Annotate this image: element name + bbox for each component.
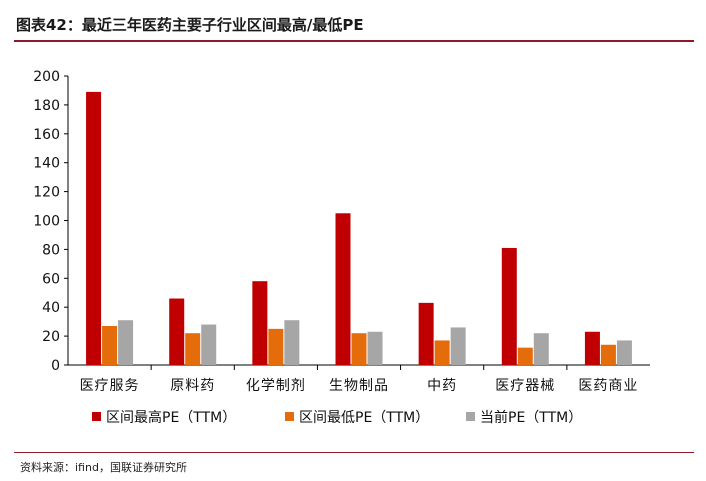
bar-5-1 (517, 347, 533, 365)
y-tick-label: 40 (42, 300, 60, 316)
bar-1-0 (169, 298, 185, 365)
source-note: 资料来源：ifind，国联证券研究所 (20, 461, 187, 474)
legend-label: 区间最高PE（TTM） (106, 409, 236, 426)
y-tick-label: 200 (33, 69, 60, 85)
bar-6-2 (616, 340, 632, 365)
bar-0-1 (102, 325, 118, 365)
legend-swatch (466, 412, 475, 421)
x-tick-label: 医疗器械 (495, 378, 555, 394)
x-tick-label: 原料药 (170, 378, 215, 394)
bar-3-0 (335, 213, 351, 365)
bar-6-0 (584, 331, 600, 365)
figure-footer: 资料来源：ifind，国联证券研究所 (14, 452, 694, 474)
y-tick-label: 180 (33, 98, 60, 114)
x-tick-label: 医疗服务 (80, 378, 140, 394)
x-tick-label: 医药商业 (578, 378, 638, 394)
x-tick-label: 中药 (427, 378, 457, 394)
bar-4-1 (434, 340, 450, 365)
figure-title: 图表42：最近三年医药主要子行业区间最高/最低PE (16, 16, 364, 34)
bar-5-0 (501, 247, 517, 365)
bar-1-2 (201, 324, 217, 365)
bar-5-2 (533, 333, 549, 365)
x-tick-label: 化学制剂 (246, 378, 306, 394)
legend-label: 区间最低PE（TTM） (299, 410, 429, 426)
y-tick-label: 60 (42, 271, 60, 287)
legend-swatch (92, 412, 101, 421)
y-tick-label: 140 (33, 156, 60, 172)
x-tick-label: 生物制品 (329, 378, 389, 394)
y-tick-label: 100 (33, 214, 60, 230)
y-tick-label: 160 (33, 127, 60, 143)
bar-chart: 0 20 40 60 80 100 120 140 160 180 200 医疗服务 原料药 化学制剂 生… (33, 69, 650, 426)
bar-1-1 (185, 333, 201, 365)
bar-2-0 (252, 281, 268, 365)
legend-swatch (285, 412, 294, 421)
bar-3-2 (367, 331, 383, 365)
y-tick-label: 20 (42, 329, 60, 345)
y-tick-label: 0 (51, 358, 60, 374)
y-tick-label: 80 (42, 242, 60, 258)
legend: 区间最高PE（TTM） 区间最低PE（TTM） 当前PE（TTM） (92, 409, 582, 426)
bars (86, 91, 632, 365)
bar-2-2 (284, 320, 300, 365)
x-axis: 医疗服务 原料药 化学制剂 生物制品 中药 医疗器械 医药商业 (68, 364, 650, 394)
bar-0-0 (86, 91, 102, 365)
bar-2-1 (268, 328, 284, 365)
bar-4-0 (418, 302, 434, 365)
y-axis: 0 20 40 60 80 100 120 140 160 180 200 (33, 69, 69, 374)
bar-6-1 (600, 344, 616, 365)
legend-label: 当前PE（TTM） (480, 409, 582, 426)
bar-0-2 (118, 320, 134, 365)
figure-header: 图表42：最近三年医药主要子行业区间最高/最低PE (14, 0, 694, 42)
bar-4-2 (450, 327, 466, 365)
bar-3-1 (351, 333, 367, 365)
y-tick-label: 120 (33, 185, 60, 201)
